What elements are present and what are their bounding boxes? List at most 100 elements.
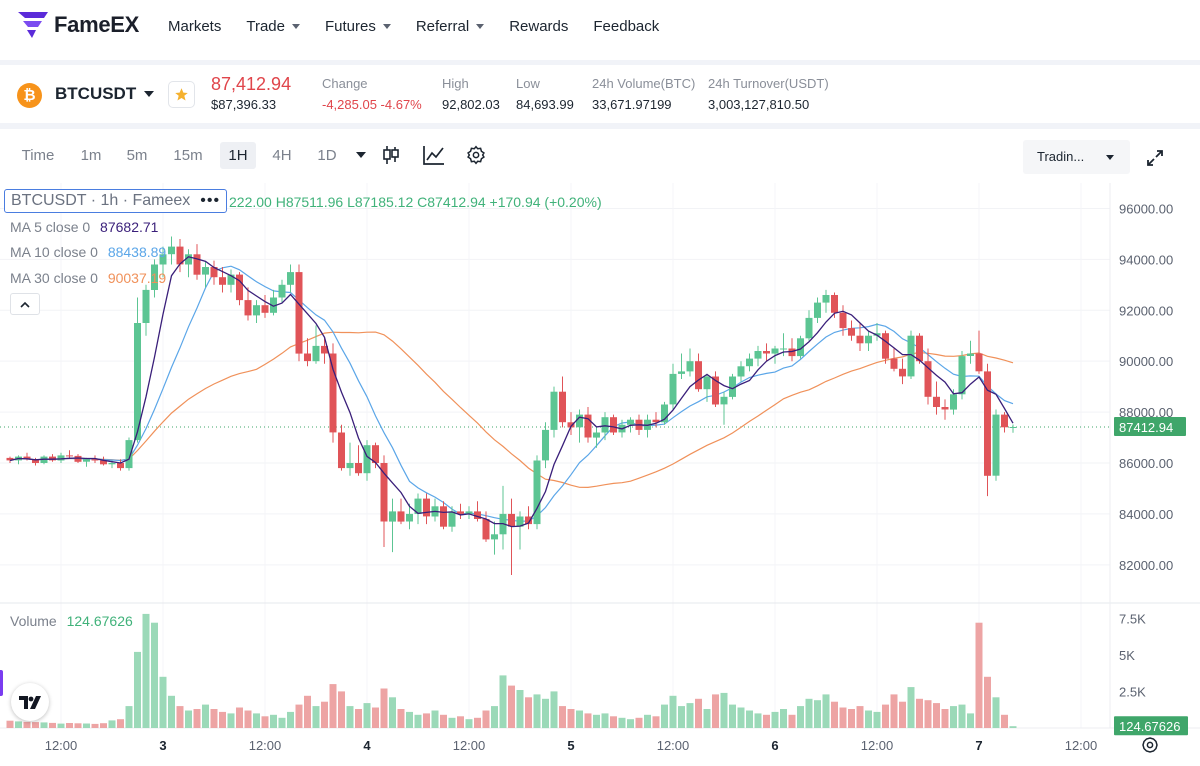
candle-body (559, 391, 566, 423)
low-label: Low (516, 76, 540, 91)
candle-body (57, 455, 65, 461)
volume-bar (168, 695, 175, 728)
indicators-button[interactable] (421, 142, 447, 168)
view-mode-select[interactable]: Tradin... (1023, 140, 1130, 174)
timeframe-15m[interactable]: 15m (173, 147, 203, 164)
candle-body (117, 463, 124, 469)
volume-24h-label: 24h Volume(BTC) (592, 76, 696, 91)
price-chart[interactable]: 96000.00 94000.00 92000.00 90000.00 88000.00… (0, 183, 1200, 761)
volume-bar (746, 710, 753, 728)
nav-item-markets[interactable]: Markets (168, 18, 221, 35)
candle-body (848, 328, 855, 336)
nav-item-futures[interactable]: Futures (325, 18, 391, 35)
more-options-icon[interactable]: ••• (200, 192, 221, 209)
volume-bar (49, 722, 56, 728)
volume-bar (465, 719, 473, 728)
candle-body (142, 289, 150, 323)
ma10-legend: MA 10 close 0 88438.89 (10, 244, 166, 260)
chart-symbol-title[interactable]: BTCUSDT · 1h · Fameex ••• (4, 189, 228, 213)
volume-bar (576, 710, 583, 728)
candle-body (788, 348, 796, 357)
volume-bar (100, 723, 107, 728)
collapse-legend-button[interactable] (10, 293, 40, 315)
axis-settings-icon[interactable] (1142, 737, 1158, 753)
volume-bar (686, 703, 694, 728)
candle-body (576, 414, 583, 428)
volume-bar (661, 704, 668, 728)
turnover-24h-label: 24h Turnover(USDT) (708, 76, 829, 91)
candle-body (227, 274, 235, 285)
brand-logo[interactable]: FameEX (18, 12, 139, 38)
nav-item-label: Futures (324, 18, 376, 35)
candle-body (780, 348, 787, 350)
candle-body (873, 333, 881, 336)
nav-item-referral[interactable]: Referral (416, 18, 485, 35)
candle-body (516, 516, 524, 527)
time-tick-label: 12:00 (657, 738, 690, 753)
volume-bar (457, 716, 464, 728)
candle-body (312, 345, 320, 362)
ma30-legend: MA 30 close 0 90037.19 (10, 270, 166, 286)
nav-item-rewards[interactable]: Rewards (509, 18, 568, 35)
timeframe-time[interactable]: Time (21, 147, 55, 164)
timeframe-5m[interactable]: 5m (126, 147, 148, 164)
candle-body (457, 511, 464, 514)
timeframe-1h[interactable]: 1H (220, 142, 256, 169)
candle-body (482, 519, 490, 540)
candle-body (83, 459, 90, 462)
nav-item-trade[interactable]: Trade (246, 18, 300, 35)
chart-settings-button[interactable] (463, 142, 489, 168)
ma5-legend: MA 5 close 0 87682.71 (10, 219, 158, 235)
volume-bar (873, 711, 881, 728)
favorite-button[interactable] (168, 81, 195, 108)
volume-bar (559, 706, 566, 728)
volume-bar (380, 688, 388, 728)
chevron-down-icon (291, 24, 300, 29)
candle-type-button[interactable] (378, 142, 404, 168)
time-tick-label: 12:00 (45, 738, 78, 753)
candle-body (397, 511, 405, 522)
volume-bar (219, 711, 226, 728)
volume-24h-value: 33,671.97199 (592, 97, 672, 112)
time-tick-label: 3 (159, 738, 166, 753)
candle-body (839, 312, 847, 329)
volume-bar (771, 711, 779, 728)
candle-body (1009, 427, 1017, 428)
volume-bar (525, 697, 532, 728)
timeframe-1d[interactable]: 1D (317, 147, 337, 164)
volume-bar (933, 703, 940, 728)
symbol-selector[interactable]: BTCUSDT (55, 84, 155, 104)
candle-body (91, 459, 99, 461)
candle-body (831, 295, 838, 313)
timeframe-4h[interactable]: 4H (272, 147, 292, 164)
volume-bar (899, 701, 906, 728)
timeframe-1m[interactable]: 1m (80, 147, 102, 164)
candle-body (219, 277, 226, 285)
fullscreen-button[interactable] (1142, 145, 1168, 171)
candle-body (771, 348, 779, 354)
volume-tick-label: 5K (1119, 648, 1135, 663)
volume-bar (584, 713, 592, 728)
brand-name: FameEX (54, 12, 140, 37)
nav-item-feedback[interactable]: Feedback (593, 18, 659, 35)
timeframe-more-button[interactable] (348, 142, 374, 168)
volume-bar (542, 698, 549, 729)
tradingview-logo[interactable] (11, 683, 49, 721)
side-panel-tab[interactable] (0, 670, 3, 696)
candle-body (304, 353, 311, 362)
volume-bar (610, 716, 617, 728)
candle-body (967, 353, 974, 356)
candle-body (346, 463, 354, 469)
volume-bar (729, 704, 736, 728)
volume-bar (91, 723, 99, 728)
candle-body (958, 356, 966, 395)
volume-bar (593, 714, 600, 728)
chart-area[interactable]: 96000.00 94000.00 92000.00 90000.00 88000.00… (0, 183, 1200, 761)
candles-icon (383, 146, 399, 164)
nav-item-label: Markets (168, 18, 222, 35)
change-stat: Change -4,285.05 -4.67% (322, 76, 422, 112)
low-value: 84,693.99 (516, 97, 574, 112)
candle-body (1001, 414, 1008, 428)
ma30-line (9, 331, 1014, 489)
candle-body (355, 463, 362, 474)
